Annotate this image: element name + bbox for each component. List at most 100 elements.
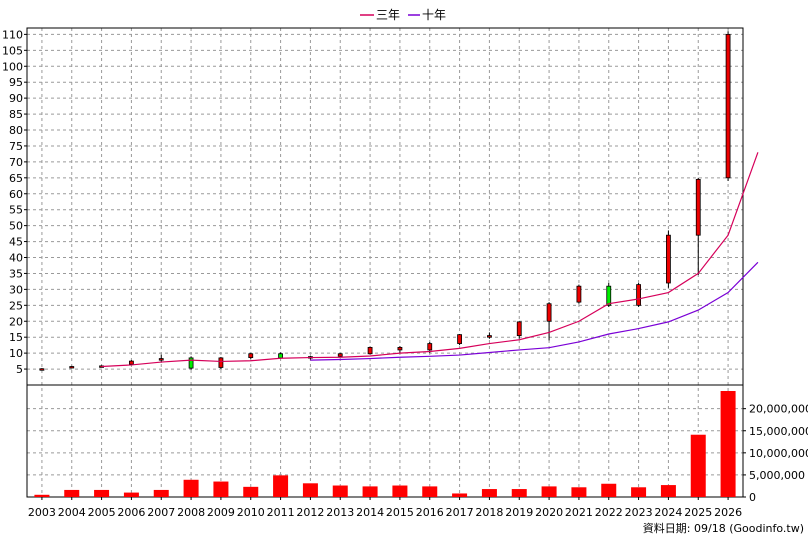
volume-bar	[541, 486, 557, 497]
candle-body	[666, 234, 671, 284]
candle-body	[576, 285, 582, 303]
year-tick-label: 2016	[416, 506, 444, 519]
legend-label-3y: 三年	[376, 8, 400, 22]
year-tick-label: 2025	[684, 506, 712, 519]
candle-body	[487, 335, 492, 338]
candle-body	[69, 366, 75, 369]
price-tick-label: 65	[9, 172, 23, 185]
price-tick-label: 85	[9, 108, 23, 121]
volume-panel	[26, 384, 744, 498]
price-tick-label: 90	[9, 92, 23, 105]
year-tick-label: 2018	[475, 506, 503, 519]
price-tick-label: 20	[9, 315, 23, 328]
candle-body	[695, 179, 701, 236]
footer-source: 資料日期: 09/18 (Goodinfo.tw)	[643, 521, 804, 535]
price-tick-label: 110	[2, 28, 23, 41]
volume-bar	[481, 489, 497, 497]
candle-body	[457, 334, 462, 344]
price-tick-label: 40	[9, 252, 23, 265]
candle-body	[248, 353, 254, 358]
grid	[27, 28, 743, 497]
volume-bar	[511, 489, 527, 497]
volume-bar	[34, 494, 50, 497]
year-tick-label: 2024	[654, 506, 682, 519]
candle-body	[725, 33, 731, 179]
year-tick-label: 2007	[147, 506, 175, 519]
volume-bar	[392, 485, 408, 497]
price-tick-label: 50	[9, 220, 23, 233]
legend: 三年 十年	[360, 8, 446, 22]
volume-bar	[571, 487, 587, 497]
volume-bar	[601, 483, 617, 497]
year-tick-label: 2026	[714, 506, 742, 519]
legend-label-10y: 十年	[422, 8, 446, 22]
price-tick-label: 60	[9, 188, 23, 201]
volume-bar	[660, 485, 676, 497]
price-tick-label: 70	[9, 156, 23, 169]
year-tick-label: 2023	[625, 506, 653, 519]
year-tick-label: 2019	[505, 506, 533, 519]
year-tick-label: 2011	[267, 506, 295, 519]
year-tick-label: 2006	[117, 506, 145, 519]
volume-bar	[362, 486, 378, 497]
volume-bar	[64, 489, 80, 497]
price-tick-label: 15	[9, 331, 23, 344]
volume-bar	[123, 492, 139, 497]
candle-body	[606, 285, 612, 306]
year-tick-label: 2022	[595, 506, 623, 519]
volume-tick-label: 0	[749, 491, 756, 504]
price-tick-label: 105	[2, 44, 23, 57]
candle-body	[278, 353, 283, 359]
volume-bar	[690, 434, 706, 497]
candle-body	[337, 353, 343, 357]
year-tick-label: 2008	[177, 506, 205, 519]
year-tick-label: 2014	[356, 506, 384, 519]
price-tick-label: 80	[9, 124, 23, 137]
volume-bar	[422, 486, 438, 497]
year-tick-label: 2020	[535, 506, 563, 519]
volume-bar	[153, 489, 169, 497]
ma-line-3y	[101, 152, 759, 368]
volume-bar	[302, 483, 318, 497]
ma-line-10y	[310, 261, 759, 361]
price-tick-label: 30	[9, 283, 23, 296]
volume-bar	[452, 493, 468, 497]
price-tick-label: 100	[2, 60, 23, 73]
candle-body	[516, 321, 522, 336]
year-tick-label: 2005	[88, 506, 116, 519]
candle-body	[158, 358, 164, 361]
volume-bar	[720, 391, 736, 497]
volume-plot-frame	[26, 384, 744, 498]
volume-tick-label: 10,000,000	[749, 447, 808, 460]
year-tick-label: 2004	[58, 506, 86, 519]
price-tick-label: 55	[9, 204, 23, 217]
candle-body	[397, 346, 403, 351]
price-tick-label: 75	[9, 140, 23, 153]
year-tick-label: 2003	[28, 506, 56, 519]
price-panel	[26, 27, 759, 386]
candle-body	[367, 346, 373, 355]
axes: 5101520253035404550556065707580859095100…	[2, 28, 808, 519]
year-tick-label: 2009	[207, 506, 235, 519]
volume-bar	[631, 487, 647, 497]
volume-bar	[243, 486, 259, 497]
price-tick-label: 45	[9, 236, 23, 249]
volume-tick-label: 15,000,000	[749, 425, 808, 438]
candle-body	[546, 303, 552, 322]
price-plot-frame	[26, 27, 744, 386]
year-tick-label: 2017	[446, 506, 474, 519]
volume-bar	[213, 481, 229, 497]
volume-bar	[183, 479, 199, 497]
price-tick-label: 35	[9, 267, 23, 280]
volume-bar	[332, 485, 348, 497]
price-tick-label: 10	[9, 347, 23, 360]
year-tick-label: 2015	[386, 506, 414, 519]
candle-body	[636, 284, 641, 306]
volume-tick-label: 5,000,000	[749, 469, 805, 482]
price-tick-label: 95	[9, 76, 23, 89]
year-tick-label: 2021	[565, 506, 593, 519]
candle-body	[129, 360, 134, 365]
volume-tick-label: 20,000,000	[749, 403, 808, 416]
year-tick-label: 2012	[296, 506, 324, 519]
